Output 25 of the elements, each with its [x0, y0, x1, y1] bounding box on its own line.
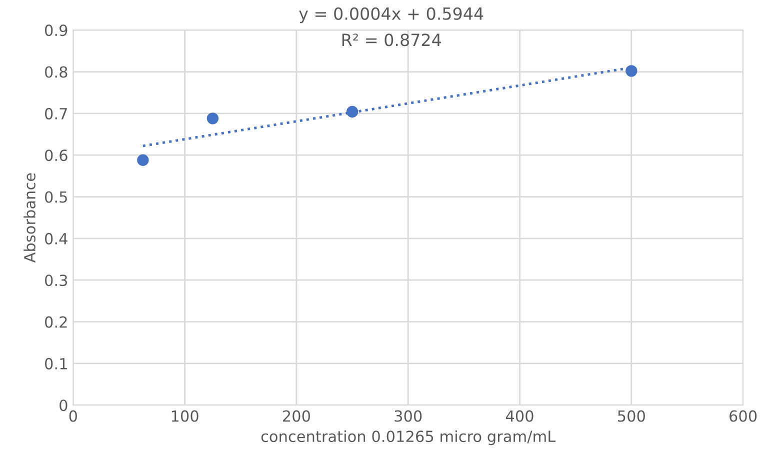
- y-tick-label: 0.8: [45, 66, 68, 78]
- y-tick-label: 0.3: [45, 274, 68, 286]
- point: [137, 154, 149, 166]
- x-axis-title: concentration 0.01265 micro gram/mL: [261, 430, 556, 446]
- y-tick-label: 0: [60, 400, 68, 412]
- point: [206, 112, 219, 124]
- y-tick-label: 0.5: [45, 191, 67, 203]
- y-tick-label: 0.7: [45, 108, 67, 120]
- x-tick-label: 0: [69, 410, 77, 422]
- x-tick-label: 100: [172, 410, 198, 422]
- y-tick-label: 0.2: [45, 316, 67, 328]
- x-tick-label: 400: [506, 410, 534, 422]
- annotation: R² = 0.8724: [342, 34, 441, 46]
- x-tick-label: 600: [730, 410, 757, 422]
- x-tick-label: 200: [282, 410, 310, 422]
- y-tick-label: 0.9: [45, 24, 68, 36]
- y-tick-label: 0.4: [45, 232, 68, 244]
- y-axis-title: Absorbance: [24, 173, 36, 263]
- text: y = 0.0004x + 0.5944: [299, 7, 484, 24]
- x-tick-label: 500: [618, 410, 645, 422]
- x-tick-label: 300: [394, 410, 422, 422]
- y-tick-label: 0.1: [45, 358, 67, 370]
- point: [346, 106, 358, 118]
- y-tick-label: 0.6: [45, 150, 68, 162]
- point: [626, 65, 638, 77]
